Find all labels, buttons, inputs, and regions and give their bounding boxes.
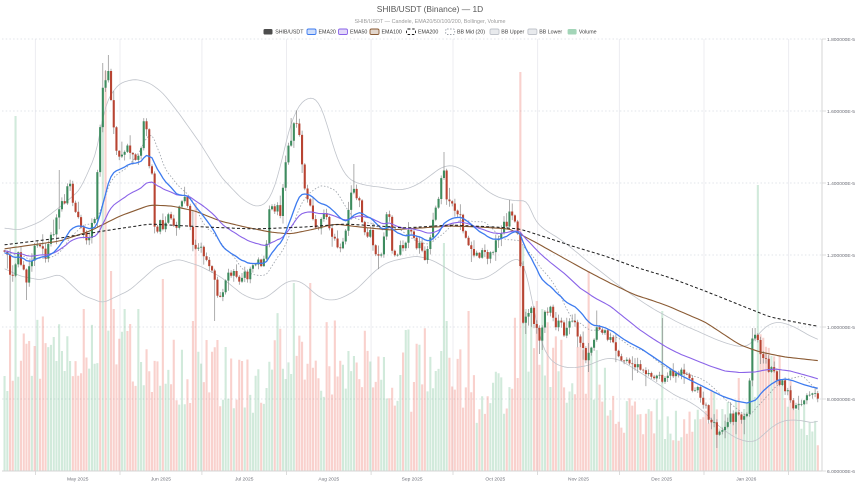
svg-text:Dec 2025: Dec 2025 — [651, 476, 672, 482]
svg-text:1.600000E-5: 1.600000E-5 — [827, 109, 855, 115]
svg-text:Oct 2025: Oct 2025 — [485, 476, 505, 482]
svg-text:1.200000E-5: 1.200000E-5 — [827, 253, 855, 259]
svg-text:May 2025: May 2025 — [67, 476, 89, 482]
svg-text:SHIB/USDT (Binance) — 1D: SHIB/USDT (Binance) — 1D — [377, 4, 483, 14]
svg-text:EMA100: EMA100 — [382, 30, 402, 36]
svg-text:BB Lower: BB Lower — [539, 30, 562, 36]
svg-text:8.000000E-6: 8.000000E-6 — [827, 397, 855, 403]
svg-text:EMA200: EMA200 — [418, 30, 438, 36]
svg-text:Jul 2025: Jul 2025 — [235, 476, 254, 482]
svg-text:Sep 2025: Sep 2025 — [402, 476, 423, 482]
svg-text:1.800000E-5: 1.800000E-5 — [827, 37, 855, 43]
svg-text:Aug 2025: Aug 2025 — [318, 476, 339, 482]
svg-text:Nov 2025: Nov 2025 — [568, 476, 589, 482]
svg-text:BB Upper: BB Upper — [501, 30, 524, 36]
svg-text:1.400000E-5: 1.400000E-5 — [827, 181, 855, 187]
svg-text:1.000000E-5: 1.000000E-5 — [827, 325, 855, 331]
svg-text:BB Mid (20): BB Mid (20) — [457, 30, 485, 36]
svg-text:EMA20: EMA20 — [319, 30, 336, 36]
svg-text:SHIB/USDT — Candele, EMA20/50/: SHIB/USDT — Candele, EMA20/50/100/200, B… — [355, 19, 506, 25]
svg-text:Volume: Volume — [579, 30, 597, 36]
svg-text:Jun 2025: Jun 2025 — [151, 476, 171, 482]
svg-text:Jan 2026: Jan 2026 — [736, 476, 756, 482]
svg-text:6.000000E-6: 6.000000E-6 — [827, 469, 855, 475]
svg-text:SHIB/USDT: SHIB/USDT — [275, 30, 304, 36]
svg-text:EMA50: EMA50 — [350, 30, 367, 36]
